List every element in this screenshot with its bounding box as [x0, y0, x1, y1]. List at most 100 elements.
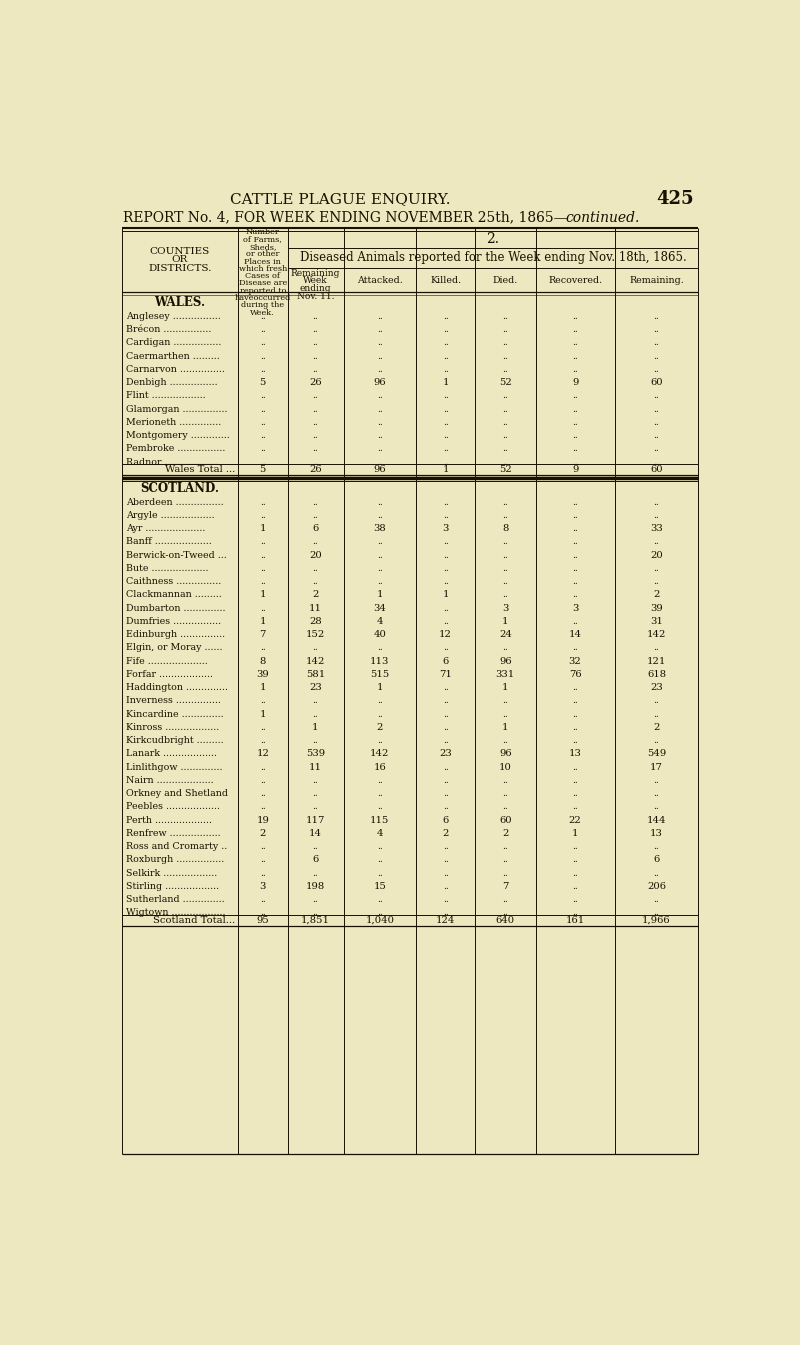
Text: ..: ..	[260, 790, 266, 798]
Text: ..: ..	[377, 457, 382, 467]
Text: Recovered.: Recovered.	[548, 276, 602, 285]
Text: 3: 3	[442, 525, 449, 533]
Text: ..: ..	[654, 457, 659, 467]
Text: 142: 142	[646, 631, 666, 639]
Text: 4: 4	[377, 617, 383, 625]
Text: ..: ..	[502, 803, 508, 811]
Text: 618: 618	[647, 670, 666, 679]
Text: 7: 7	[259, 631, 266, 639]
Text: OR: OR	[172, 256, 188, 265]
Text: Caithness ...............: Caithness ...............	[126, 577, 221, 586]
Text: ..: ..	[260, 855, 266, 865]
Text: Elgin, or Moray ......: Elgin, or Moray ......	[126, 643, 222, 652]
Text: ..: ..	[654, 894, 659, 904]
Text: Scotland Total...: Scotland Total...	[153, 916, 235, 925]
Text: 515: 515	[370, 670, 390, 679]
Text: 1: 1	[259, 617, 266, 625]
Text: 2: 2	[654, 590, 660, 600]
Text: 1: 1	[259, 710, 266, 718]
Text: 95: 95	[256, 916, 269, 925]
Text: ..: ..	[502, 430, 508, 440]
Text: reported to: reported to	[239, 286, 286, 295]
Text: ..: ..	[260, 604, 266, 613]
Text: ..: ..	[572, 498, 578, 507]
Text: or other: or other	[246, 250, 279, 258]
Text: Pembroke ................: Pembroke ................	[126, 444, 225, 453]
Text: ..: ..	[313, 339, 318, 347]
Text: ..: ..	[502, 894, 508, 904]
Text: ..: ..	[654, 351, 659, 360]
Text: Berwick-on-Tweed ...: Berwick-on-Tweed ...	[126, 550, 226, 560]
Text: 52: 52	[499, 378, 512, 387]
Text: Number: Number	[246, 229, 280, 237]
Text: 71: 71	[439, 670, 452, 679]
Text: Attacked.: Attacked.	[357, 276, 402, 285]
Text: ..: ..	[313, 564, 318, 573]
Text: Denbigh ................: Denbigh ................	[126, 378, 218, 387]
Text: 9: 9	[572, 378, 578, 387]
Text: ..: ..	[260, 908, 266, 917]
Text: 20: 20	[650, 550, 663, 560]
Text: ..: ..	[313, 790, 318, 798]
Text: ..: ..	[260, 736, 266, 745]
Text: ..: ..	[260, 405, 266, 413]
Text: 23: 23	[439, 749, 452, 759]
Text: ..: ..	[313, 444, 318, 453]
Text: ..: ..	[654, 511, 659, 521]
Text: ..: ..	[377, 894, 382, 904]
Text: ..: ..	[260, 643, 266, 652]
Text: ..: ..	[654, 577, 659, 586]
Text: 3: 3	[572, 604, 578, 613]
Text: ..: ..	[654, 405, 659, 413]
Text: 1: 1	[377, 683, 383, 693]
Text: ..: ..	[260, 351, 266, 360]
Text: ..: ..	[572, 430, 578, 440]
Text: ..: ..	[502, 364, 508, 374]
Text: Anglesey ................: Anglesey ................	[126, 312, 220, 321]
Text: ..: ..	[313, 894, 318, 904]
Text: ..: ..	[442, 683, 449, 693]
Text: 2: 2	[654, 722, 660, 732]
Text: 16: 16	[374, 763, 386, 772]
Text: ..: ..	[654, 869, 659, 877]
Text: ..: ..	[442, 405, 449, 413]
Text: ..: ..	[442, 697, 449, 705]
Text: 8: 8	[502, 525, 509, 533]
Text: Wales Total ...: Wales Total ...	[165, 465, 235, 475]
Text: ..: ..	[572, 364, 578, 374]
Text: ..: ..	[654, 538, 659, 546]
Text: ..: ..	[442, 312, 449, 321]
Text: ..: ..	[260, 550, 266, 560]
Text: 26: 26	[309, 465, 322, 475]
Text: ..: ..	[442, 763, 449, 772]
Text: Kinross ..................: Kinross ..................	[126, 722, 219, 732]
Text: ..: ..	[572, 339, 578, 347]
Text: ..: ..	[377, 339, 382, 347]
Text: ..: ..	[442, 908, 449, 917]
Text: ..: ..	[442, 430, 449, 440]
Text: ..: ..	[377, 790, 382, 798]
Text: 1: 1	[502, 683, 509, 693]
Text: ..: ..	[442, 351, 449, 360]
Text: ..: ..	[442, 444, 449, 453]
Text: 425: 425	[656, 190, 694, 208]
Text: ..: ..	[572, 511, 578, 521]
Text: 581: 581	[306, 670, 325, 679]
Text: ..: ..	[377, 776, 382, 785]
Text: 6: 6	[442, 656, 449, 666]
Text: Dumfries ................: Dumfries ................	[126, 617, 221, 625]
Text: 76: 76	[569, 670, 582, 679]
Text: ..: ..	[572, 736, 578, 745]
Text: DISTRICTS.: DISTRICTS.	[148, 264, 211, 273]
Text: ..: ..	[377, 710, 382, 718]
Text: 26: 26	[309, 378, 322, 387]
Text: ..: ..	[377, 498, 382, 507]
Text: ..: ..	[377, 736, 382, 745]
Text: ..: ..	[260, 457, 266, 467]
Text: Selkirk ..................: Selkirk ..................	[126, 869, 217, 877]
Text: Edinburgh ...............: Edinburgh ...............	[126, 631, 225, 639]
Text: Argyle ..................: Argyle ..................	[126, 511, 214, 521]
Text: ..: ..	[654, 776, 659, 785]
Text: ..: ..	[572, 457, 578, 467]
Text: Clackmannan .........: Clackmannan .........	[126, 590, 222, 600]
